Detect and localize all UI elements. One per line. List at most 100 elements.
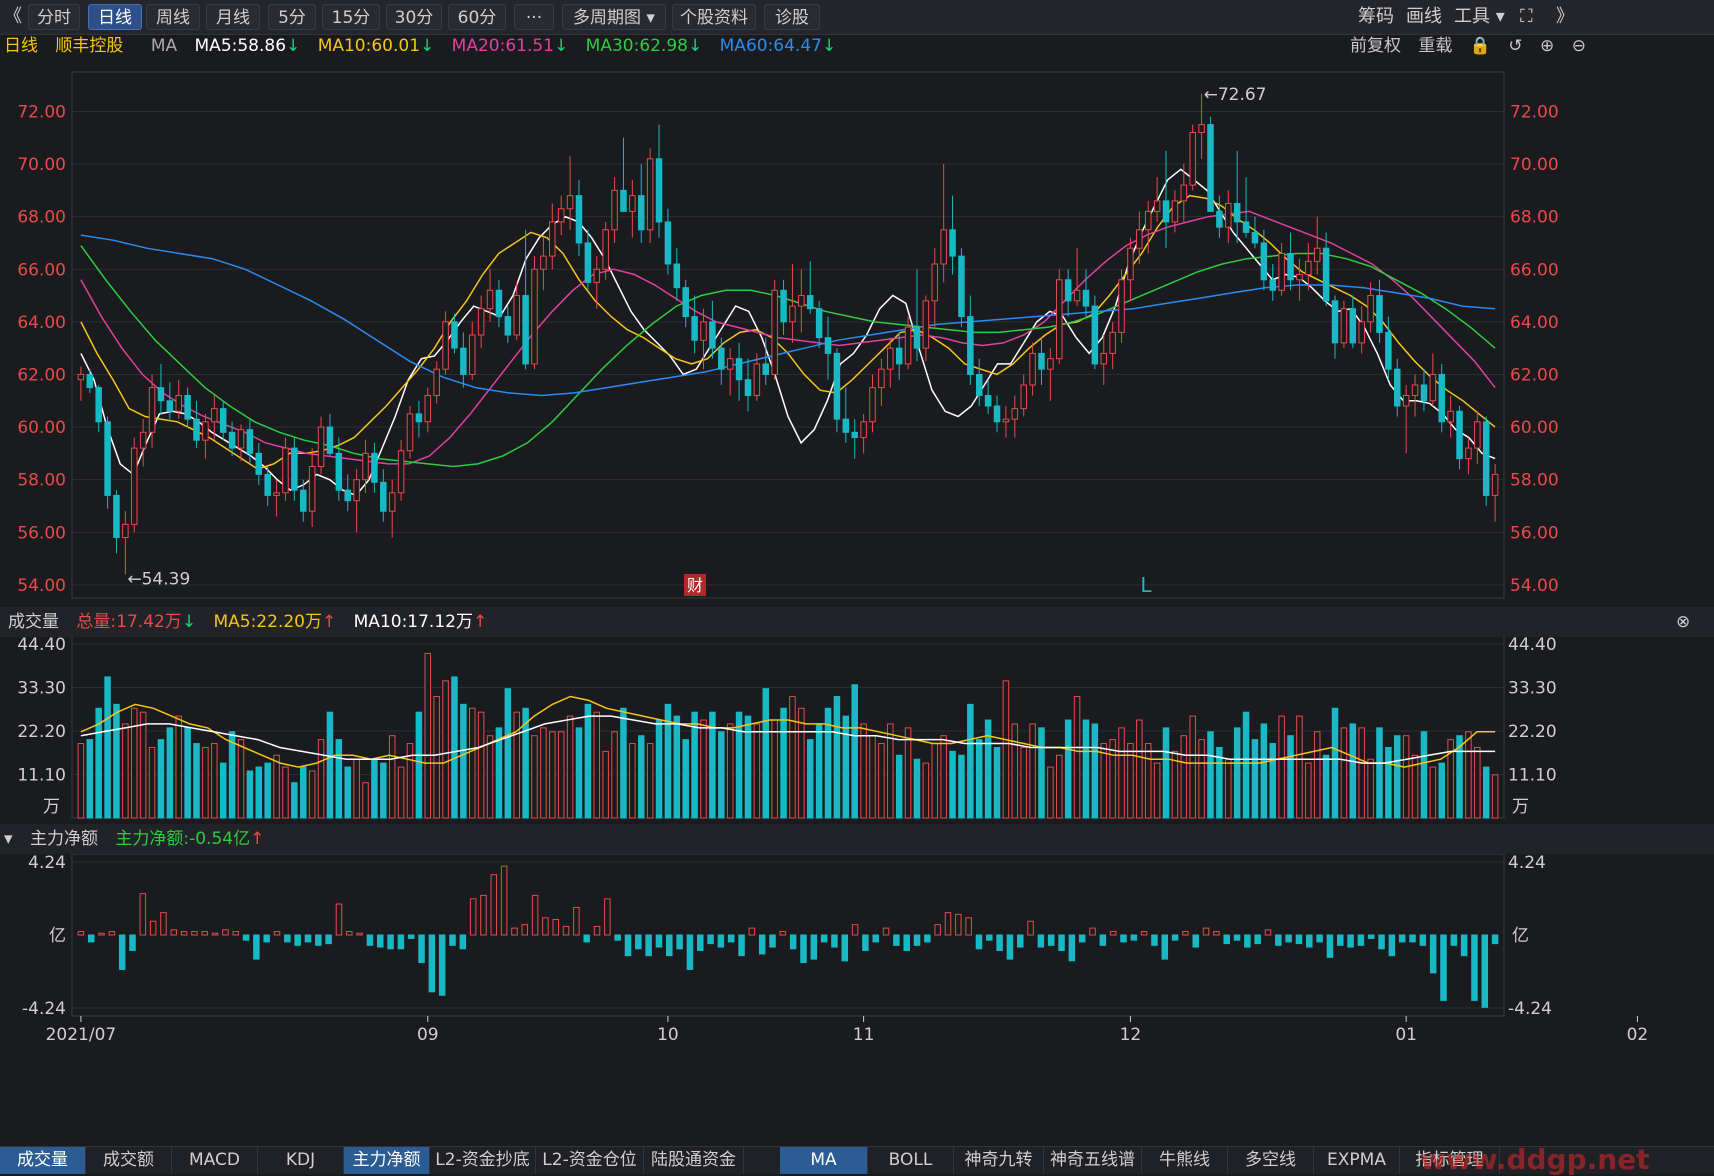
flow-bar xyxy=(387,934,394,950)
flow-bar xyxy=(717,934,725,948)
flow-bar xyxy=(862,934,869,951)
period-button[interactable]: 诊股 xyxy=(764,4,820,30)
stock-name[interactable]: 顺丰控股 xyxy=(55,36,124,56)
volume-bar xyxy=(113,703,120,819)
period-button[interactable]: 日线 xyxy=(88,4,142,30)
period-button[interactable]: 周线 xyxy=(146,4,200,30)
flow-title[interactable]: 主力净额 xyxy=(29,829,98,849)
flow-bar xyxy=(149,920,157,936)
main-indicator-tab[interactable]: 多空线 xyxy=(1228,1147,1314,1174)
volume-bar xyxy=(1118,727,1125,819)
tool-menu-button[interactable]: 工具 ▾ xyxy=(1454,6,1505,27)
candle-body xyxy=(1482,421,1490,496)
volume-bar xyxy=(620,707,627,819)
volume-bar xyxy=(913,758,921,819)
volume-bar xyxy=(958,754,965,819)
sub-indicator-tab[interactable]: 成交量 xyxy=(0,1147,86,1174)
main-indicator-tab[interactable]: EXPMA xyxy=(1314,1147,1400,1174)
flow-bar xyxy=(1275,934,1282,946)
period-button[interactable]: ··· xyxy=(514,4,554,30)
volume-bar xyxy=(1420,731,1428,819)
zoom-in-icon[interactable]: ⊕ xyxy=(1540,36,1555,56)
candle-body xyxy=(1056,279,1063,360)
lock-icon[interactable]: 🔒 xyxy=(1469,36,1491,56)
main-indicator-tab[interactable]: 牛熊线 xyxy=(1142,1147,1228,1174)
sub-indicator-tab[interactable]: 主力净额 xyxy=(344,1147,430,1174)
volume-bar xyxy=(477,711,485,819)
volume-bar xyxy=(1207,731,1214,819)
candle-body xyxy=(771,289,778,375)
collapse-icon[interactable]: ▾ xyxy=(4,829,13,849)
collapse-right-icon[interactable]: 》 xyxy=(1556,6,1574,27)
volume-bar xyxy=(139,711,147,819)
candle-body xyxy=(673,263,681,289)
period-button[interactable]: 60分 xyxy=(448,4,506,30)
candle-body xyxy=(851,431,858,439)
flow-bar xyxy=(1213,931,1220,936)
main-indicator-tab[interactable]: 指标管理 xyxy=(1400,1147,1500,1174)
zoom-out-icon[interactable]: ⊖ xyxy=(1571,36,1586,56)
undo-icon[interactable]: ↺ xyxy=(1508,36,1523,56)
main-indicator-tab[interactable]: 神奇五线谱 xyxy=(1044,1147,1142,1174)
volume-bar xyxy=(424,652,432,819)
reload-button[interactable]: 重载 xyxy=(1418,36,1453,56)
y-tick-label: 72.00 xyxy=(17,102,66,122)
flow-bar xyxy=(1388,934,1396,957)
period-button[interactable]: 5分 xyxy=(268,4,316,30)
ma5-legend: MA5:58.86↓ xyxy=(195,36,301,56)
close-icon[interactable]: ⊗ xyxy=(1676,612,1691,632)
indicator-name[interactable]: MA xyxy=(150,36,178,56)
y-tick-label: 68.00 xyxy=(1510,208,1559,228)
sub-indicator-tab[interactable]: 陆股通资金 xyxy=(644,1147,744,1174)
volume-bar xyxy=(513,711,520,819)
flow-bar xyxy=(769,934,776,948)
volume-bar xyxy=(700,719,707,819)
volume-bar xyxy=(673,715,681,819)
main-indicator-tab[interactable]: MA xyxy=(780,1147,868,1174)
ma20-legend: MA20:61.51↓ xyxy=(452,36,569,56)
flow-bar xyxy=(253,934,260,960)
tool-draw-button[interactable]: 画线 xyxy=(1406,6,1442,27)
volume-bar xyxy=(1242,711,1250,819)
candle-body xyxy=(664,221,672,265)
sub-indicator-tab[interactable]: 成交额 xyxy=(86,1147,172,1174)
main-indicator-tab[interactable]: 神奇九转 xyxy=(954,1147,1044,1174)
tool-chips-button[interactable]: 筹码 xyxy=(1358,6,1394,27)
volume-title[interactable]: 成交量 xyxy=(8,612,59,632)
sub-indicator-tab[interactable]: KDJ xyxy=(258,1147,344,1174)
ma10-legend: MA10:60.01↓ xyxy=(318,36,435,56)
candle-body xyxy=(958,255,965,318)
sub-indicator-tab[interactable]: L2-资金抄底 xyxy=(430,1147,536,1174)
candle-body xyxy=(557,208,565,223)
period-button[interactable]: 个股资料 xyxy=(672,4,756,30)
sub-indicator-tab[interactable]: MACD xyxy=(172,1147,258,1174)
period-button[interactable]: 多周期图 ▾ xyxy=(562,4,666,30)
period-button[interactable]: 分时 xyxy=(28,4,80,30)
sub-indicator-tab[interactable]: L2-资金仓位 xyxy=(536,1147,644,1174)
low-price-label: ←54.39 xyxy=(127,570,190,590)
volume-bar xyxy=(1029,723,1036,819)
candle-body xyxy=(504,316,512,336)
period-button[interactable]: 30分 xyxy=(386,4,442,30)
candle-body xyxy=(540,255,547,270)
volume-bar xyxy=(1358,727,1365,819)
period-button[interactable]: 月线 xyxy=(206,4,260,30)
flow-bar xyxy=(1182,931,1189,936)
main-indicator-tab[interactable]: BOLL xyxy=(868,1147,954,1174)
candle-body xyxy=(1225,203,1232,228)
flow-bar xyxy=(304,934,312,943)
flow-tick-label: 4.24 xyxy=(28,853,66,873)
flow-bar xyxy=(1223,934,1230,945)
volume-bar xyxy=(1064,719,1072,819)
expand-icon[interactable]: ⛶ xyxy=(1520,6,1533,27)
volume-bar xyxy=(388,735,396,819)
volume-bar xyxy=(1047,766,1054,819)
adjust-button[interactable]: 前复权 xyxy=(1350,36,1401,56)
flow-bar xyxy=(1450,934,1458,946)
stock-chart[interactable]: 72.00 72.00 70.00 70.00 68.00 68.00 66.00 66.00… xyxy=(0,28,1714,1146)
volume-unit-label: 万 xyxy=(1512,797,1529,817)
period-button[interactable]: 15分 xyxy=(322,4,380,30)
volume-bar xyxy=(1189,715,1196,819)
volume-bar xyxy=(353,758,360,819)
collapse-left-icon[interactable]: 《 xyxy=(4,6,22,27)
